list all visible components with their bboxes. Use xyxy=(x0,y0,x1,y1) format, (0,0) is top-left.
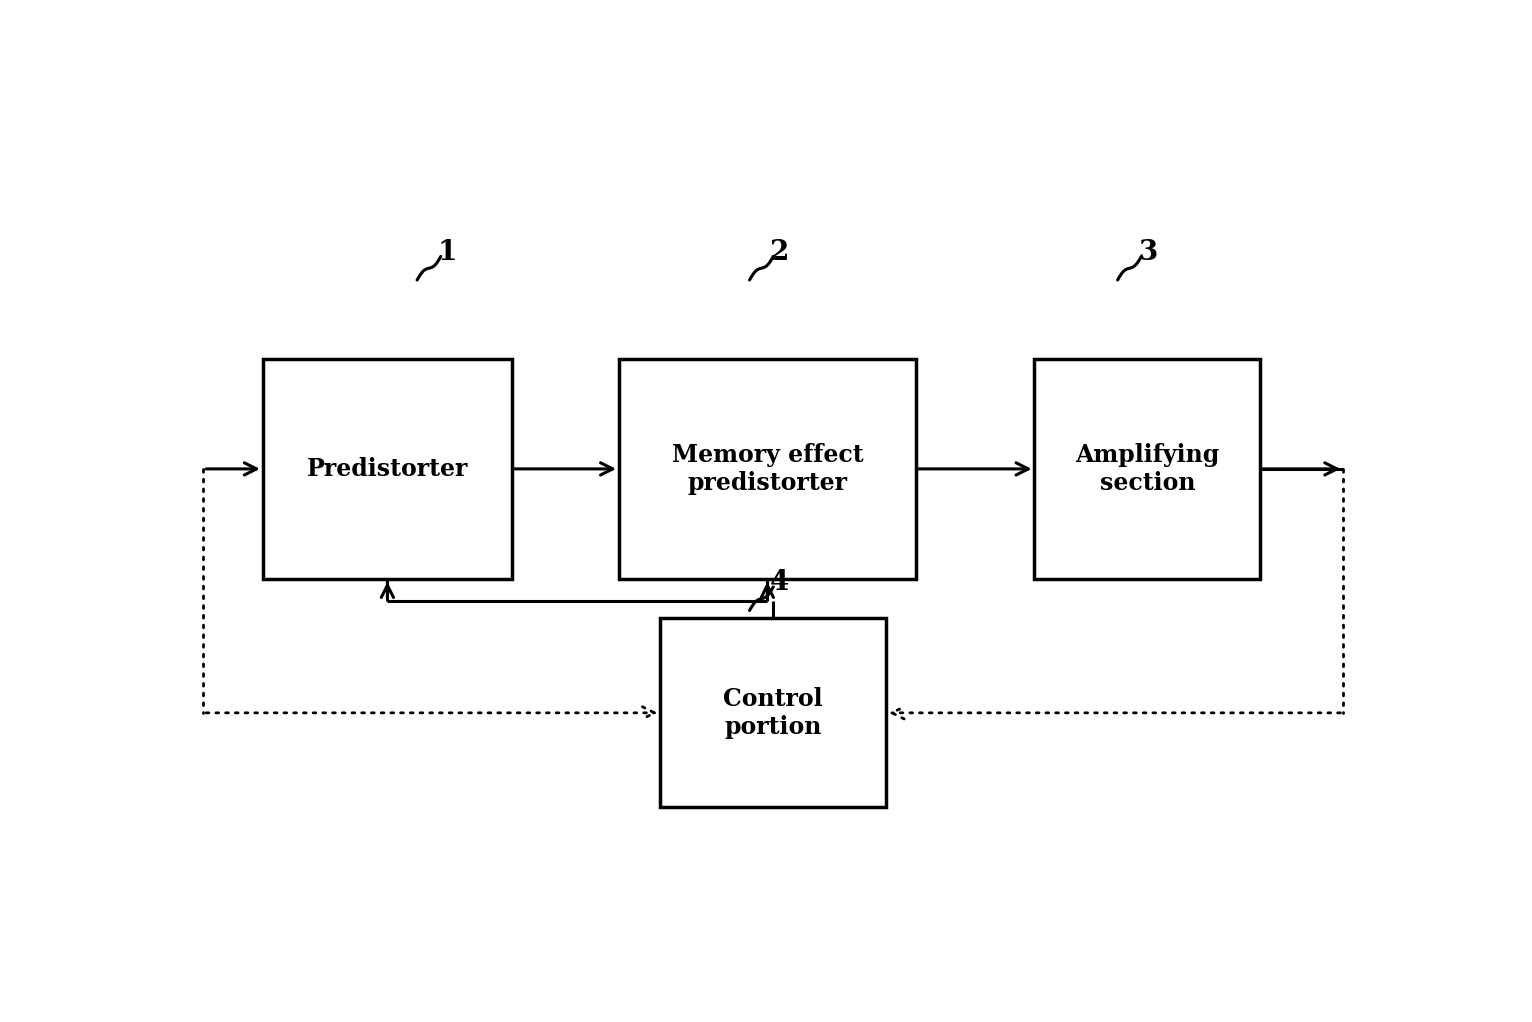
Text: Predistorter: Predistorter xyxy=(306,457,469,481)
Text: Control
portion: Control portion xyxy=(723,687,823,739)
Text: Memory effect
predistorter: Memory effect predistorter xyxy=(671,443,863,495)
Text: Amplifying
section: Amplifying section xyxy=(1075,443,1219,495)
Text: 1: 1 xyxy=(437,239,457,266)
Text: 3: 3 xyxy=(1138,239,1157,266)
Bar xyxy=(1034,359,1259,579)
Bar xyxy=(660,618,885,807)
Text: 2: 2 xyxy=(769,239,789,266)
Bar xyxy=(619,359,916,579)
Text: 4: 4 xyxy=(769,569,789,597)
Bar xyxy=(264,359,512,579)
